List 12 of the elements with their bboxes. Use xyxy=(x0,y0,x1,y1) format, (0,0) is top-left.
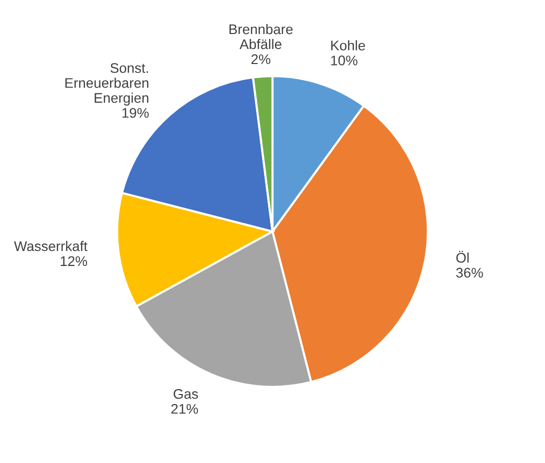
slice-label: Brennbare Abfälle xyxy=(230,24,293,50)
data-label: 2% xyxy=(251,54,270,64)
slice-label: Gas xyxy=(174,389,198,399)
slice-label: Öl xyxy=(456,250,469,263)
data-label: 21% xyxy=(171,404,198,414)
data-label: 36% xyxy=(456,268,483,278)
data-label: 12% xyxy=(60,256,88,266)
slice-label: Sonst. Erneuerbaren Energien xyxy=(65,63,148,106)
data-label: 10% xyxy=(331,56,358,66)
slice-label: Kohle xyxy=(331,40,366,50)
data-label: 19% xyxy=(122,108,149,118)
slice-label: Wasserrkaft xyxy=(14,240,88,252)
